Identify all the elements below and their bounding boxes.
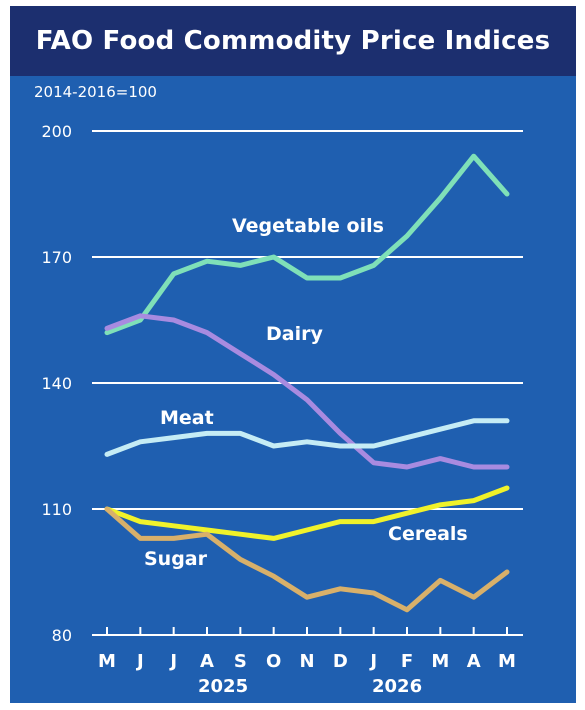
series-line-cereals (104, 485, 510, 541)
x-tick-label-0: M (98, 651, 116, 672)
series-line-vegetable-oils (104, 153, 510, 336)
y-tick-label-140: 140 (41, 374, 72, 393)
y-tick-label-110: 110 (41, 500, 72, 519)
x-tick-label-5: O (266, 651, 281, 672)
y-tick-label-200: 200 (41, 122, 72, 141)
series-line-dairy (104, 313, 510, 470)
series-line-meat (104, 418, 510, 457)
series-label-dairy: Dairy (266, 323, 323, 345)
series-label-vegetable-oils: Vegetable oils (232, 215, 384, 237)
x-tick-label-4: S (234, 651, 247, 672)
chart-subtitle: 2014-2016=100 (34, 83, 157, 101)
x-tick-label-8: J (368, 651, 377, 672)
series-label-meat: Meat (160, 407, 214, 429)
x-tick-label-2: J (168, 651, 177, 672)
title-bar: FAO Food Commodity Price Indices (10, 6, 576, 76)
x-tick-label-11: A (467, 651, 481, 672)
series-label-cereals: Cereals (388, 523, 468, 545)
y-tick-label-80: 80 (52, 626, 72, 645)
x-tick-label-12: M (498, 651, 516, 672)
x-tick-label-10: M (431, 651, 449, 672)
series-label-sugar: Sugar (144, 548, 208, 570)
x-tick-label-7: D (333, 651, 348, 672)
series-line-sugar (104, 506, 510, 613)
x-tick-label-9: F (401, 651, 413, 672)
x-group-label-2025: 2025 (198, 676, 249, 697)
chart-title: FAO Food Commodity Price Indices (35, 26, 551, 56)
x-tick-label-1: J (135, 651, 144, 672)
x-tick-label-6: N (299, 651, 314, 672)
y-tick-label-170: 170 (41, 248, 72, 267)
x-tick-label-3: A (200, 651, 214, 672)
x-group-label-2026: 2026 (372, 676, 423, 697)
